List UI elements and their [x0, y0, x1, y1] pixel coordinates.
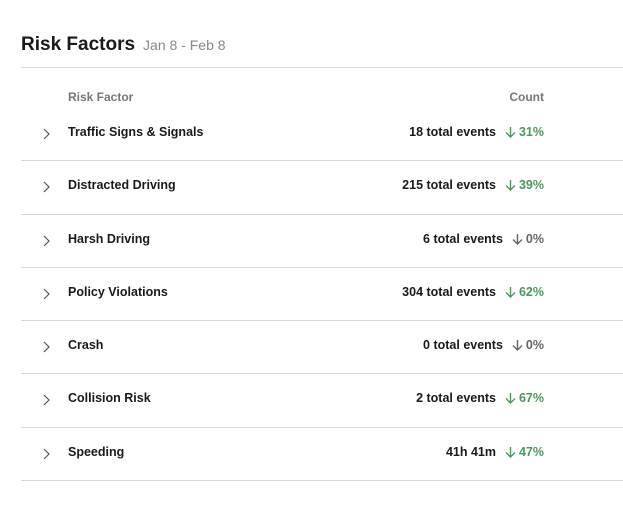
table-row[interactable]: Speeding 41h 41m 47% — [21, 428, 623, 482]
table-row[interactable]: Distracted Driving 215 total events 39% — [21, 161, 623, 215]
event-count: 6 total events — [423, 231, 503, 246]
column-header: Risk Factor — [68, 90, 134, 104]
count-cell: 6 total events 0% — [423, 232, 544, 246]
expand-chevron[interactable] — [41, 341, 51, 353]
expand-chevron[interactable] — [41, 181, 51, 193]
expand-chevron[interactable] — [41, 128, 51, 140]
date-range: Jan 8 - Feb 8 — [143, 37, 226, 53]
count-cell: 0 total events 0% — [423, 338, 544, 352]
column-header: Count — [509, 90, 544, 104]
table-row[interactable]: Policy Violations 304 total events 62% — [21, 268, 623, 322]
risk-factor-name: Traffic Signs & Signals — [68, 125, 204, 139]
expand-chevron[interactable] — [41, 448, 51, 460]
event-count: 41h 41m — [445, 444, 496, 459]
risk-factor-name: Speeding — [68, 444, 125, 459]
title: Risk Factors — [21, 34, 136, 55]
table-row[interactable]: Traffic Signs & Signals 18 total events 31… — [21, 108, 623, 162]
risk-factor-name: Distracted Driving — [68, 178, 176, 193]
header: Risk Factors Jan 8 - Feb 8 — [21, 34, 623, 68]
change-percent: 31% — [518, 125, 544, 139]
event-count: 18 total events — [409, 125, 496, 139]
trend-arrow — [505, 180, 516, 192]
count-cell: 2 total events 67% — [416, 391, 544, 405]
trend-arrow — [505, 286, 516, 298]
change-percent: 47% — [518, 444, 544, 459]
count-cell: 304 total events 62% — [402, 285, 544, 299]
change-percent: 62% — [518, 284, 544, 299]
event-count: 215 total events — [402, 178, 496, 193]
table-row[interactable]: Crash 0 total events 0% — [21, 321, 623, 375]
risk-factor-name: Harsh Driving — [68, 231, 150, 246]
trend-arrow — [512, 233, 523, 245]
trend-arrow — [505, 446, 516, 458]
change-percent: 0% — [525, 338, 544, 353]
expand-chevron[interactable] — [41, 235, 51, 247]
event-count: 304 total events — [402, 284, 496, 299]
trend-arrow — [505, 127, 516, 138]
change-percent: 39% — [518, 178, 544, 193]
table: Traffic Signs & Signals 18 total events 31… — [21, 108, 623, 482]
count-cell: 41h 41m 47% — [446, 445, 544, 459]
risk-factor-name: Collision Risk — [68, 391, 151, 406]
trend-arrow — [505, 393, 516, 405]
table-row[interactable]: Collision Risk 2 total events 67% — [21, 374, 623, 428]
expand-chevron[interactable] — [41, 288, 51, 300]
event-count: 0 total events — [423, 338, 503, 353]
trend-arrow — [512, 340, 523, 352]
count-cell: 215 total events 39% — [402, 178, 544, 192]
risk-factor-name: Policy Violations — [68, 284, 168, 299]
risk-factor-name: Crash — [68, 338, 104, 353]
change-percent: 0% — [525, 231, 544, 246]
expand-chevron[interactable] — [41, 394, 51, 406]
change-percent: 67% — [518, 391, 544, 406]
event-count: 2 total events — [416, 391, 496, 406]
table-row[interactable]: Harsh Driving 6 total events 0% — [21, 215, 623, 268]
count-cell: 18 total events 31% — [409, 125, 544, 139]
